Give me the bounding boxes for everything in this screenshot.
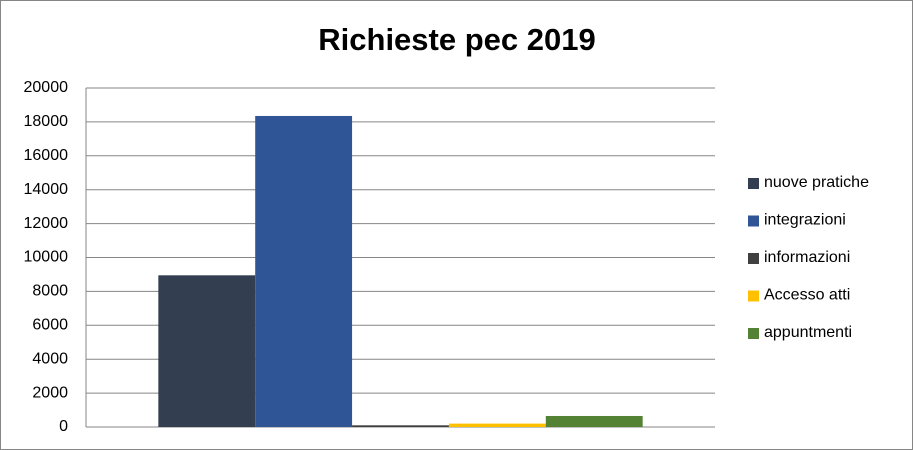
legend-label: appuntmenti (764, 324, 852, 341)
legend-label: integrazioni (764, 212, 846, 229)
legend-swatch (748, 215, 759, 227)
bar (255, 115, 353, 427)
bar (448, 423, 546, 427)
legend-label: nuove pratiche (764, 174, 869, 191)
legend-swatch (748, 328, 759, 339)
chart-title: Richieste pec 2019 (318, 22, 595, 57)
y-tick-label: 8000 (32, 283, 68, 300)
legend-label: informazioni (764, 249, 850, 266)
legend-swatch (748, 253, 759, 264)
y-tick-label: 6000 (32, 317, 68, 334)
y-tick-label: 16000 (24, 147, 69, 164)
y-tick-label: 18000 (24, 113, 69, 130)
y-tick-label: 0 (59, 418, 68, 435)
y-tick-label: 12000 (24, 215, 69, 232)
y-tick-label: 2000 (32, 384, 68, 401)
legend-swatch (748, 178, 759, 189)
legend-label: Accesso atti (764, 287, 850, 304)
y-tick-label: 14000 (24, 181, 69, 198)
y-tick-label: 10000 (24, 249, 69, 266)
y-tick-label: 20000 (24, 79, 69, 96)
bar (158, 275, 256, 427)
bar (545, 415, 643, 427)
y-tick-label: 4000 (32, 350, 68, 367)
bar (352, 425, 449, 427)
legend-swatch (748, 290, 759, 302)
